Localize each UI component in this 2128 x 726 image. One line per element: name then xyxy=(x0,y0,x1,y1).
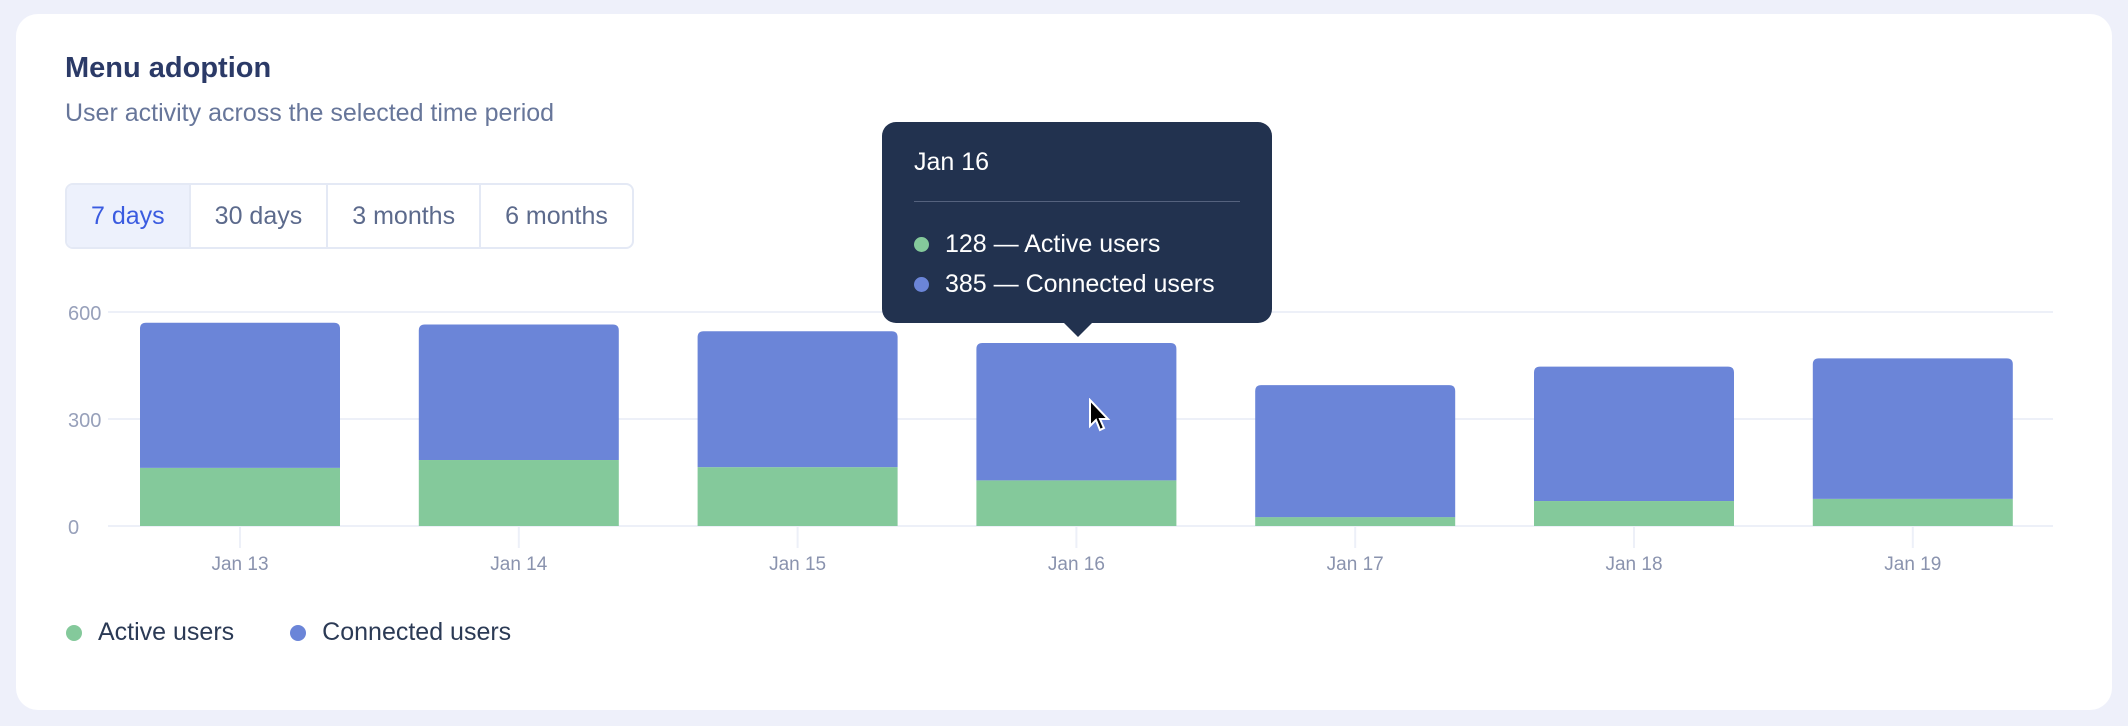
bar-active-users xyxy=(1255,517,1456,526)
bar-connected-users xyxy=(976,343,1177,481)
bar-active-users xyxy=(1534,501,1734,526)
legend-label: Active users xyxy=(98,618,235,646)
bar-connected-users xyxy=(1812,358,2013,499)
x-tick-label: Jan 15 xyxy=(769,554,826,575)
legend-label: Connected users xyxy=(322,618,512,646)
tooltip: Jan 16 128 — Active users 385 — Connecte… xyxy=(882,122,1272,337)
y-tick-label: 600 xyxy=(68,303,101,325)
chart-subtitle: User activity across the selected time p… xyxy=(65,99,555,127)
tooltip-row-active: 128 — Active users xyxy=(914,230,1160,259)
x-tick-label: Jan 18 xyxy=(1605,554,1662,575)
tooltip-connected-text: 385 — Connected users xyxy=(945,270,1215,298)
tab-6-months[interactable]: 6 months xyxy=(479,185,632,247)
connected-dot-icon xyxy=(914,277,929,292)
x-tick-label: Jan 19 xyxy=(1884,554,1941,575)
active-dot-icon xyxy=(66,624,82,641)
bar-connected-users xyxy=(1255,385,1456,518)
bar-active-users xyxy=(697,467,898,526)
y-tick-label: 0 xyxy=(68,517,79,539)
active-dot-icon xyxy=(914,237,929,252)
legend: Active users Connected users xyxy=(66,618,567,647)
bar-active-users xyxy=(418,460,619,526)
tooltip-row-connected: 385 — Connected users xyxy=(914,270,1215,299)
bar-connected-users xyxy=(1534,366,1734,502)
y-tick-label: 300 xyxy=(68,410,101,432)
legend-item-connected[interactable]: Connected users xyxy=(290,618,511,647)
tab-7-days[interactable]: 7 days xyxy=(67,185,189,247)
bar-connected-users xyxy=(140,322,340,468)
bar-connected-users xyxy=(697,331,898,468)
bar-active-users xyxy=(976,480,1177,526)
mouse-cursor-icon xyxy=(1089,398,1111,432)
x-tick-label: Jan 17 xyxy=(1327,554,1384,575)
tooltip-active-text: 128 — Active users xyxy=(945,230,1161,258)
tooltip-divider xyxy=(914,201,1240,202)
time-range-selector: 7 days 30 days 3 months 6 months xyxy=(65,183,634,249)
x-tick-label: Jan 16 xyxy=(1048,554,1105,575)
x-tick-label: Jan 14 xyxy=(490,554,547,575)
chart-title: Menu adoption xyxy=(65,52,272,84)
bar-active-users xyxy=(1812,498,2013,526)
tab-30-days[interactable]: 30 days xyxy=(188,185,327,247)
bar-connected-users xyxy=(418,324,619,461)
legend-item-active[interactable]: Active users xyxy=(66,618,234,647)
tooltip-date: Jan 16 xyxy=(914,148,990,176)
tooltip-arrow xyxy=(1064,323,1092,337)
x-tick-label: Jan 13 xyxy=(211,554,268,575)
bar-active-users xyxy=(140,467,340,526)
connected-dot-icon xyxy=(290,624,307,641)
tab-3-months[interactable]: 3 months xyxy=(326,185,479,247)
